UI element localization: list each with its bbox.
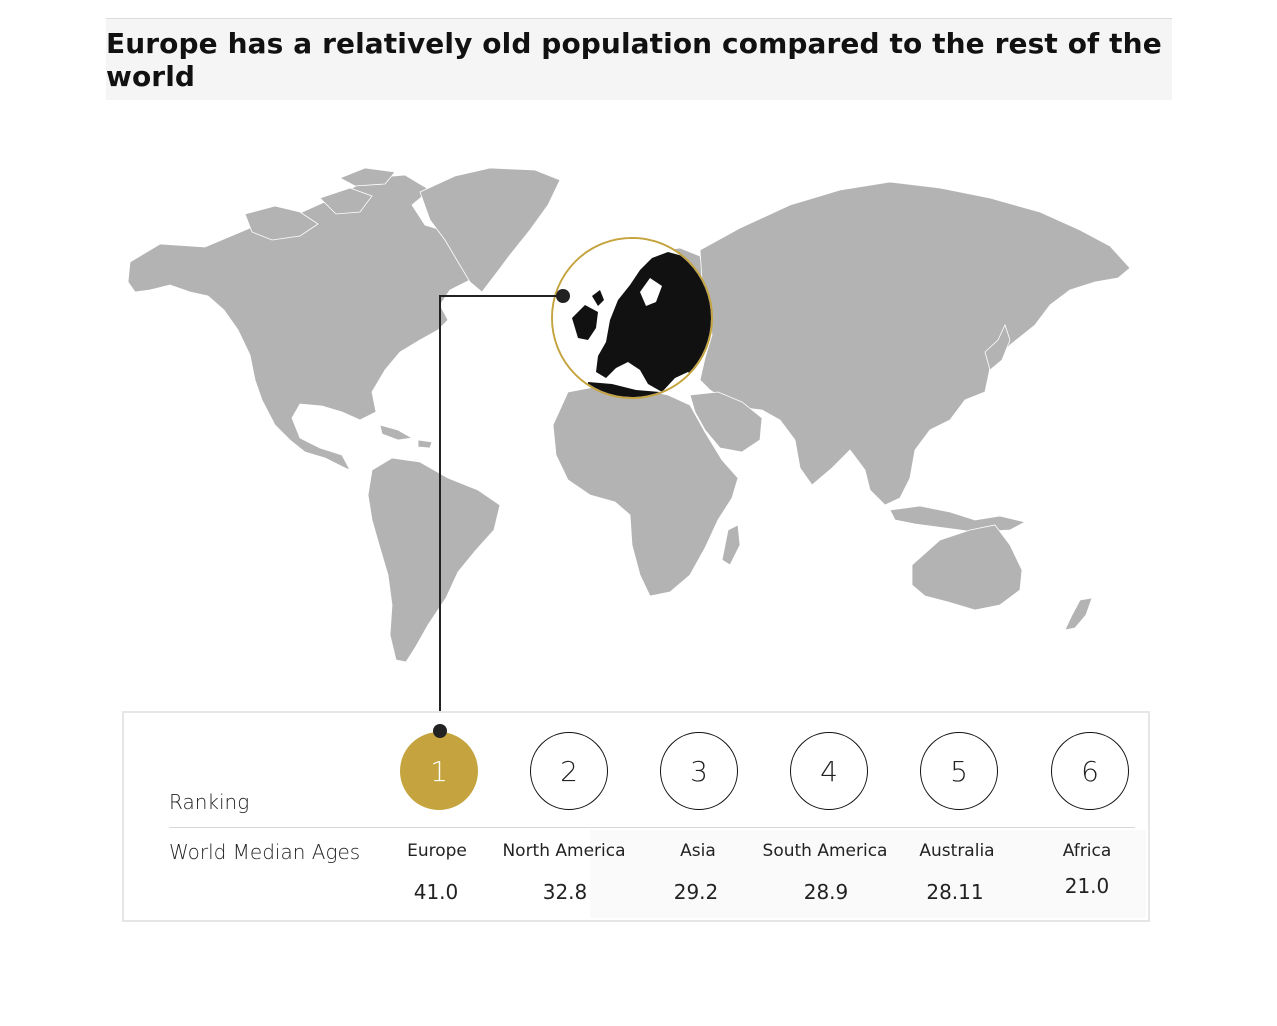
region-value-3: 29.2 bbox=[673, 880, 719, 904]
region-value-6: 21.0 bbox=[1064, 874, 1110, 898]
region-value-4: 28.9 bbox=[803, 880, 849, 904]
table-divider bbox=[169, 827, 1135, 828]
title-bar: Europe has a relatively old population c… bbox=[106, 18, 1172, 100]
caribbean-shape bbox=[379, 424, 433, 449]
asia-shape bbox=[699, 181, 1131, 506]
region-name-5: Australia bbox=[919, 841, 995, 861]
arabia-shape bbox=[689, 391, 763, 453]
new-zealand-shape bbox=[1064, 597, 1093, 631]
region-value-2: 32.8 bbox=[542, 880, 588, 904]
rank-circle-4: 4 bbox=[790, 732, 868, 810]
madagascar-shape bbox=[721, 524, 741, 566]
connector-line bbox=[439, 295, 563, 731]
australia-shape bbox=[911, 524, 1023, 611]
region-name-4: South America bbox=[762, 841, 888, 861]
rank-circle-5: 5 bbox=[920, 732, 998, 810]
page-title: Europe has a relatively old population c… bbox=[106, 26, 1162, 93]
region-name-1: Europe bbox=[407, 841, 467, 861]
region-value-1: 41.0 bbox=[413, 880, 459, 904]
south-america-shape bbox=[367, 457, 501, 663]
rank-circle-6: 6 bbox=[1051, 732, 1129, 810]
metric-label: World Median Ages bbox=[169, 840, 361, 864]
region-name-3: Asia bbox=[680, 841, 716, 861]
africa-shape bbox=[552, 385, 739, 597]
europe-highlight-shape bbox=[572, 252, 711, 397]
europe-lens bbox=[551, 237, 713, 399]
table-shade bbox=[590, 830, 1146, 918]
indonesia-shape bbox=[889, 505, 1027, 533]
greenland-shape bbox=[419, 167, 561, 293]
japan-shape bbox=[984, 323, 1011, 371]
arctic-islands-shape bbox=[244, 167, 396, 241]
region-name-2: North America bbox=[502, 841, 626, 861]
ranking-label: Ranking bbox=[169, 790, 250, 814]
rank-circle-2: 2 bbox=[530, 732, 608, 810]
connector-dot-map bbox=[556, 289, 570, 303]
rank-circle-3: 3 bbox=[660, 732, 738, 810]
region-value-5: 28.11 bbox=[926, 880, 984, 904]
region-name-6: Africa bbox=[1062, 841, 1112, 861]
rank-circle-1: 1 bbox=[400, 732, 478, 810]
